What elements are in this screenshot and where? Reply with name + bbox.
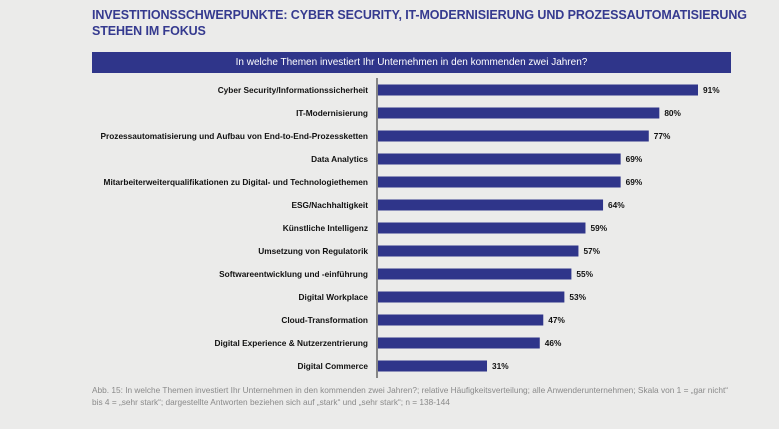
figure-caption: Abb. 15: In welche Themen investiert Ihr… <box>92 385 729 407</box>
data-label: 55% <box>576 269 593 279</box>
data-label: 31% <box>492 361 509 371</box>
bar <box>378 130 649 142</box>
data-label: 69% <box>626 154 643 164</box>
bar <box>378 107 660 119</box>
bar <box>378 314 544 326</box>
data-label: 46% <box>545 338 562 348</box>
data-label: 47% <box>548 315 565 325</box>
bar <box>378 291 565 303</box>
data-label: 64% <box>608 200 625 210</box>
category-label: IT-Modernisierung <box>296 108 368 118</box>
bar <box>378 176 621 188</box>
category-label: Prozessautomatisierung und Aufbau von En… <box>100 131 368 141</box>
bar <box>378 337 540 349</box>
category-label: Digital Workplace <box>299 292 369 302</box>
category-label: Cyber Security/Informationssicherheit <box>218 85 369 95</box>
chart-question-banner: In welche Themen investiert Ihr Unterneh… <box>92 52 731 73</box>
bar <box>378 245 579 257</box>
category-label: Digital Commerce <box>297 361 368 371</box>
bar <box>378 268 572 280</box>
category-label: Cloud-Transformation <box>281 315 368 325</box>
data-label: 69% <box>626 177 643 187</box>
data-label: 53% <box>569 292 586 302</box>
bar <box>378 222 586 234</box>
category-label: Umsetzung von Regulatorik <box>258 246 368 256</box>
category-label: Digital Experience & Nutzerzentrierung <box>214 338 368 348</box>
page-title: INVESTITIONSSCHWERPUNKTE: CYBER SECURITY… <box>92 8 747 38</box>
category-label: Data Analytics <box>311 154 368 164</box>
data-label: 77% <box>654 131 671 141</box>
data-label: 91% <box>703 85 720 95</box>
data-label: 80% <box>664 108 681 118</box>
data-label: 57% <box>583 246 600 256</box>
bar <box>378 360 488 372</box>
data-label: 59% <box>590 223 607 233</box>
category-label: Künstliche Intelligenz <box>283 223 368 233</box>
category-label: Mitarbeiterweiterqualifikationen zu Digi… <box>104 177 368 187</box>
category-label: Softwareentwicklung und -einführung <box>219 269 368 279</box>
bar <box>378 153 621 165</box>
category-label: ESG/Nachhaltigkeit <box>291 200 368 210</box>
bar <box>378 199 604 211</box>
bar-chart: Cyber Security/Informationssicherheit 91%… <box>100 78 720 378</box>
bar <box>378 84 698 96</box>
